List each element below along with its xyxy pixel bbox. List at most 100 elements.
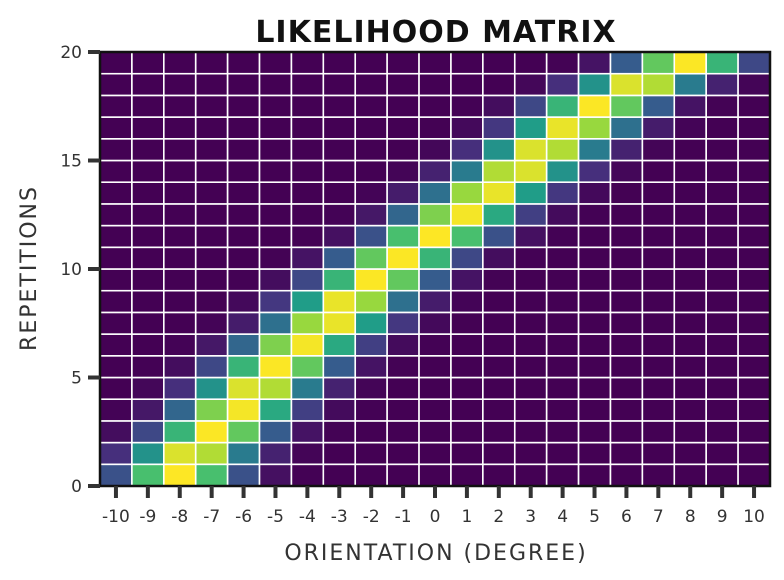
heatmap-cell <box>99 203 133 227</box>
heatmap-cell <box>577 224 612 249</box>
heatmap-cell <box>673 441 707 466</box>
heatmap-cell <box>513 246 548 270</box>
heatmap-cell <box>577 181 612 205</box>
heatmap-cell <box>258 181 293 205</box>
heatmap-cell <box>226 138 261 162</box>
x-tick-label: -7 <box>203 507 220 527</box>
heatmap-cell <box>705 463 739 487</box>
heatmap-cell <box>163 398 197 422</box>
heatmap-cell <box>545 51 580 75</box>
heatmap-cell <box>673 333 707 357</box>
heatmap-cell <box>545 94 580 118</box>
heatmap-cell <box>737 138 771 162</box>
heatmap-cell <box>163 138 197 162</box>
heatmap-cell <box>226 224 261 249</box>
heatmap-cell <box>386 398 420 422</box>
heatmap-cell <box>418 420 452 444</box>
heatmap-cell <box>99 94 133 118</box>
heatmap-cell <box>354 289 388 314</box>
heatmap-cell <box>258 420 293 444</box>
heatmap-cell <box>322 441 357 466</box>
heatmap-cell <box>513 159 548 184</box>
heatmap-cell <box>194 354 229 379</box>
heatmap-cell <box>545 463 580 487</box>
heatmap-cell <box>386 72 420 97</box>
heatmap-cell <box>386 224 420 249</box>
heatmap-cell <box>641 72 676 97</box>
x-tick-label: -5 <box>267 507 284 527</box>
heatmap-cell <box>290 333 325 357</box>
heatmap-cell <box>482 159 516 184</box>
heatmap-cell <box>194 159 229 184</box>
heatmap-cell <box>258 463 293 487</box>
heatmap-cell <box>290 159 325 184</box>
heatmap-cell <box>99 268 133 292</box>
heatmap-cell <box>354 420 388 444</box>
heatmap-cell <box>482 268 516 292</box>
heatmap-cell <box>450 268 484 292</box>
heatmap-cell <box>609 246 644 270</box>
heatmap-cell <box>290 289 325 314</box>
heatmap-cell <box>258 246 293 270</box>
heatmap-cell <box>290 224 325 249</box>
heatmap-cell <box>163 376 197 401</box>
heatmap-cell <box>450 333 484 357</box>
heatmap-cell <box>290 311 325 335</box>
heatmap-cell <box>513 354 548 379</box>
heatmap-cell <box>609 138 644 162</box>
heatmap-cell <box>226 441 261 466</box>
heatmap-cell <box>609 224 644 249</box>
heatmap-cell <box>194 224 229 249</box>
heatmap-cell <box>418 289 452 314</box>
heatmap-cell <box>322 51 357 75</box>
heatmap-cell <box>545 116 580 140</box>
heatmap-cell <box>322 376 357 401</box>
heatmap-cell <box>513 224 548 249</box>
heatmap-cell <box>194 181 229 205</box>
heatmap-cell <box>450 224 484 249</box>
heatmap-cell <box>737 463 771 487</box>
heatmap-cell <box>737 51 771 75</box>
heatmap-cell <box>322 138 357 162</box>
heatmap-cell <box>322 246 357 270</box>
heatmap-cell <box>418 311 452 335</box>
heatmap-cell <box>131 181 165 205</box>
x-axis-label: ORIENTATION (DEGREE) <box>284 541 587 566</box>
heatmap-cell <box>290 420 325 444</box>
heatmap-cell <box>482 94 516 118</box>
heatmap-cell <box>386 441 420 466</box>
heatmap-cell <box>386 246 420 270</box>
chart-title: LIKELIHOOD MATRIX <box>255 15 616 50</box>
heatmap-cell <box>354 398 388 422</box>
y-tick-label: 15 <box>60 152 82 172</box>
heatmap-cell <box>673 311 707 335</box>
heatmap-cell <box>482 289 516 314</box>
y-axis-label: REPETITIONS <box>17 185 42 351</box>
heatmap-cell <box>194 289 229 314</box>
heatmap-cell <box>482 398 516 422</box>
heatmap-cell <box>354 51 388 75</box>
heatmap-cell <box>482 72 516 97</box>
heatmap-cell <box>163 354 197 379</box>
y-tick-label: 10 <box>60 260 82 280</box>
x-tick-label: -4 <box>299 507 316 527</box>
heatmap-cell <box>386 420 420 444</box>
x-tick-label: 9 <box>717 507 728 527</box>
heatmap-cell <box>705 246 739 270</box>
heatmap-cell <box>418 203 452 227</box>
heatmap-cell <box>673 159 707 184</box>
heatmap-cell <box>99 159 133 184</box>
heatmap-cell <box>673 181 707 205</box>
heatmap-cell <box>131 376 165 401</box>
heatmap-cell <box>258 159 293 184</box>
heatmap-cell <box>163 463 197 487</box>
heatmap-cell <box>226 311 261 335</box>
heatmap-cell <box>513 420 548 444</box>
heatmap-cell <box>513 72 548 97</box>
heatmap-cell <box>450 138 484 162</box>
heatmap-cell <box>194 463 229 487</box>
heatmap-cell <box>194 268 229 292</box>
heatmap-cell <box>290 376 325 401</box>
heatmap-cell <box>545 138 580 162</box>
heatmap-cell <box>545 420 580 444</box>
